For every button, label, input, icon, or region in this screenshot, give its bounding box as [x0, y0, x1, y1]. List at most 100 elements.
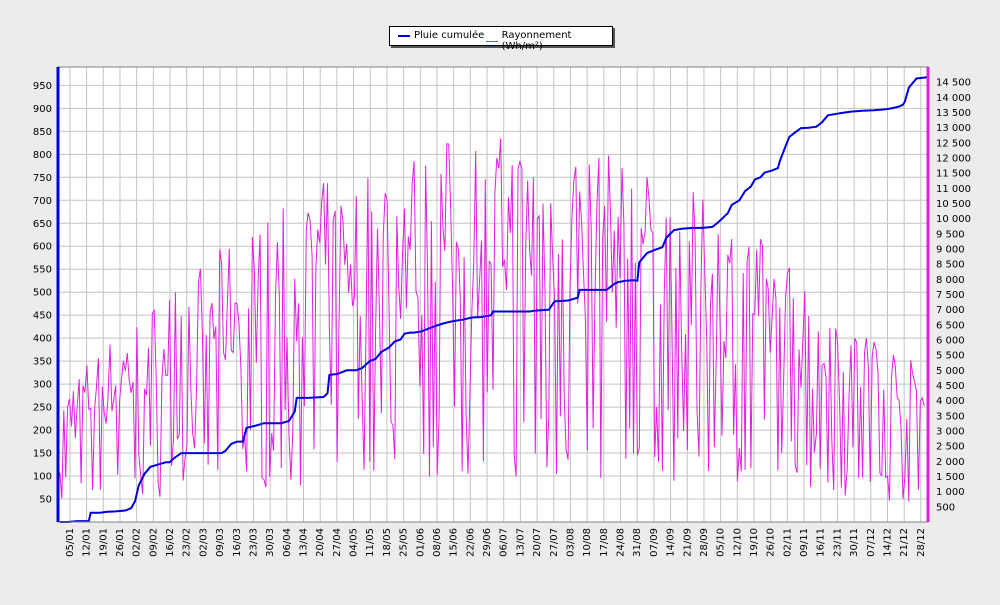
y-right-tick-label: 14 000 — [936, 93, 971, 104]
x-tick-label: 12/10 — [732, 528, 743, 557]
y-right-tick-label: 5 000 — [936, 366, 965, 377]
x-tick-label: 02/02 — [132, 528, 143, 557]
x-tick-label: 09/02 — [148, 528, 159, 557]
x-tick-label: 05/10 — [716, 528, 727, 557]
x-tick-label: 15/06 — [449, 528, 460, 557]
x-tick-label: 20/04 — [315, 528, 326, 557]
y-left-tick-label: 750 — [33, 173, 52, 184]
x-tick-label: 31/08 — [632, 528, 643, 557]
x-tick-label: 01/06 — [415, 528, 426, 557]
y-right-tick-label: 5 500 — [936, 351, 965, 362]
x-tick-label: 10/08 — [582, 528, 593, 557]
legend-item-rain: Pluie cumulée — [398, 30, 484, 41]
legend-swatch-rain — [398, 34, 410, 37]
y-right-tick-label: 7 500 — [936, 290, 965, 301]
x-tick-label: 04/05 — [349, 528, 360, 557]
x-tick-label: 17/08 — [599, 528, 610, 557]
y-left-tick-label: 950 — [33, 81, 52, 92]
x-tick-label: 09/03 — [215, 528, 226, 557]
legend-label-radiation: Rayonnement (Wh/m²) — [501, 30, 572, 52]
y-right-tick-label: 2 000 — [936, 457, 965, 468]
y-right-tick-label: 4 500 — [936, 381, 965, 392]
x-tick-label: 29/06 — [482, 528, 493, 557]
x-tick-label: 11/05 — [365, 528, 376, 557]
tick-labels: 50 100 150 200 250 300 350 400 450 500 550 600 650 70… — [33, 78, 971, 557]
x-tick-label: 24/08 — [616, 528, 627, 557]
y-right-tick-label: 12 500 — [936, 138, 971, 149]
x-tick-label: 16/02 — [165, 528, 176, 557]
y-left-tick-label: 900 — [33, 104, 52, 115]
x-tick-label: 02/11 — [782, 528, 793, 557]
x-tick-label: 21/09 — [682, 528, 693, 557]
rain-series — [59, 76, 929, 523]
y-left-tick-label: 550 — [33, 265, 52, 276]
y-right-tick-label: 4 000 — [936, 396, 965, 407]
x-tick-label: 25/05 — [399, 528, 410, 557]
y-right-tick-label: 13 000 — [936, 123, 971, 134]
y-right-tick-label: 9 500 — [936, 229, 965, 240]
x-tick-label: 30/03 — [265, 528, 276, 557]
legend-swatch-radiation — [486, 40, 498, 42]
y-right-tick-label: 1 500 — [936, 472, 965, 483]
x-tick-label: 07/12 — [866, 528, 877, 557]
x-tick-label: 19/01 — [98, 528, 109, 557]
y-right-tick-label: 10 000 — [936, 214, 971, 225]
y-right-tick-label: 6 000 — [936, 336, 965, 347]
x-tick-label: 06/04 — [282, 528, 293, 557]
x-tick-label: 22/06 — [465, 528, 476, 557]
y-right-tick-label: 9 000 — [936, 245, 965, 256]
y-left-tick-label: 600 — [33, 242, 52, 253]
x-tick-label: 14/12 — [882, 528, 893, 557]
x-tick-label: 16/03 — [232, 528, 243, 557]
y-left-tick-label: 150 — [33, 449, 52, 460]
x-tick-label: 06/07 — [499, 528, 510, 557]
y-right-tick-label: 11 500 — [936, 169, 971, 180]
x-tick-label: 08/06 — [432, 528, 443, 557]
axes — [56, 66, 930, 523]
y-left-tick-label: 400 — [33, 334, 52, 345]
y-left-tick-label: 850 — [33, 127, 52, 138]
x-tick-label: 07/09 — [649, 528, 660, 557]
y-left-tick-label: 650 — [33, 219, 52, 230]
y-right-tick-label: 8 000 — [936, 275, 965, 286]
x-tick-label: 26/10 — [766, 528, 777, 557]
x-tick-label: 09/11 — [799, 528, 810, 557]
y-left-tick-label: 700 — [33, 196, 52, 207]
x-tick-label: 13/04 — [299, 528, 310, 557]
x-tick-label: 05/01 — [65, 528, 76, 557]
x-tick-label: 19/10 — [749, 528, 760, 557]
x-tick-label: 02/03 — [198, 528, 209, 557]
x-tick-label: 28/09 — [699, 528, 710, 557]
x-tick-label: 27/04 — [332, 528, 343, 557]
y-right-tick-label: 3 000 — [936, 427, 965, 438]
x-tick-label: 18/05 — [382, 528, 393, 557]
y-right-tick-label: 3 500 — [936, 411, 965, 422]
y-right-tick-label: 13 500 — [936, 108, 971, 119]
x-tick-label: 26/01 — [115, 528, 126, 557]
x-tick-label: 21/12 — [899, 528, 910, 557]
legend-label-rain: Pluie cumulée — [414, 30, 485, 41]
y-right-tick-label: 14 500 — [936, 78, 971, 89]
y-left-tick-label: 50 — [39, 495, 52, 506]
x-tick-label: 16/11 — [816, 528, 827, 557]
y-right-tick-label: 11 000 — [936, 184, 971, 195]
y-left-tick-label: 200 — [33, 426, 52, 437]
rain-line — [59, 76, 929, 523]
x-tick-label: 28/12 — [916, 528, 927, 557]
x-tick-label: 20/07 — [532, 528, 543, 557]
y-left-tick-label: 450 — [33, 311, 52, 322]
y-left-tick-label: 300 — [33, 380, 52, 391]
x-tick-label: 03/08 — [565, 528, 576, 557]
y-right-tick-label: 8 500 — [936, 260, 965, 271]
y-left-tick-label: 350 — [33, 357, 52, 368]
y-right-tick-label: 6 500 — [936, 320, 965, 331]
x-tick-label: 30/11 — [849, 528, 860, 557]
y-right-tick-label: 1 000 — [936, 487, 965, 498]
chart-legend: Pluie cumulée Rayonnement (Wh/m²) — [389, 26, 613, 52]
x-tick-label: 13/07 — [515, 528, 526, 557]
x-tick-label: 27/07 — [549, 528, 560, 557]
y-right-tick-label: 2 500 — [936, 442, 965, 453]
y-left-tick-label: 250 — [33, 403, 52, 414]
